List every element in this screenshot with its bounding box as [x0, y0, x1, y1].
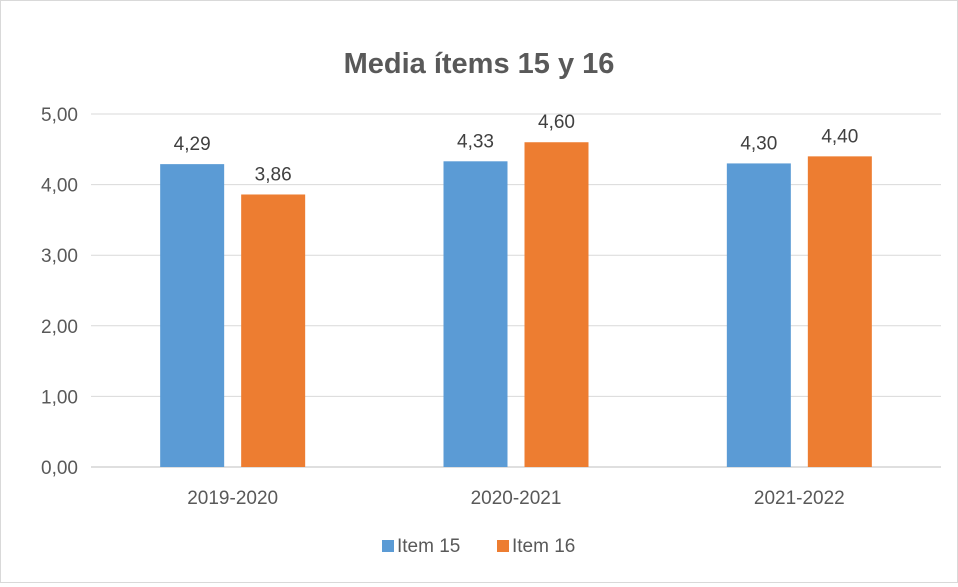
- data-label: 4,40: [821, 126, 858, 147]
- bar-item-16: [524, 142, 589, 468]
- legend-swatch: [382, 540, 394, 552]
- y-tick-label: 2,00: [41, 317, 78, 338]
- x-axis-ticks: 2019-2020 2020-2021 2021-2022: [187, 488, 845, 509]
- bar-item-15: [160, 164, 225, 467]
- y-axis-ticks: 0,00 1,00 2,00 3,00 4,00 5,00: [41, 105, 78, 479]
- legend-label: Item 15: [397, 536, 460, 557]
- legend: Item 15 Item 16: [382, 536, 575, 557]
- bar-item-15: [726, 163, 791, 468]
- y-tick-label: 4,00: [41, 176, 78, 197]
- x-tick-label: 2021-2022: [754, 488, 845, 509]
- y-tick-label: 0,00: [41, 458, 78, 479]
- y-tick-label: 3,00: [41, 246, 78, 267]
- legend-swatch: [497, 540, 509, 552]
- bar-item-16: [241, 194, 306, 467]
- legend-label: Item 16: [512, 536, 575, 557]
- bar-item-15: [443, 161, 508, 467]
- y-tick-label: 5,00: [41, 105, 78, 126]
- data-label: 4,29: [174, 134, 211, 155]
- data-label: 4,30: [740, 133, 777, 154]
- chart-title: Media ítems 15 y 16: [344, 48, 615, 80]
- x-tick-label: 2020-2021: [471, 488, 562, 509]
- x-tick-label: 2019-2020: [187, 488, 278, 509]
- data-label: 4,33: [457, 131, 494, 152]
- data-label: 4,60: [538, 112, 575, 133]
- data-label: 3,86: [255, 164, 292, 185]
- y-tick-label: 1,00: [41, 387, 78, 408]
- bars: [160, 142, 872, 468]
- data-labels: 4,29 3,86 4,33 4,60 4,30 4,40: [174, 112, 859, 185]
- bar-item-16: [807, 156, 872, 468]
- gridlines: [91, 113, 941, 468]
